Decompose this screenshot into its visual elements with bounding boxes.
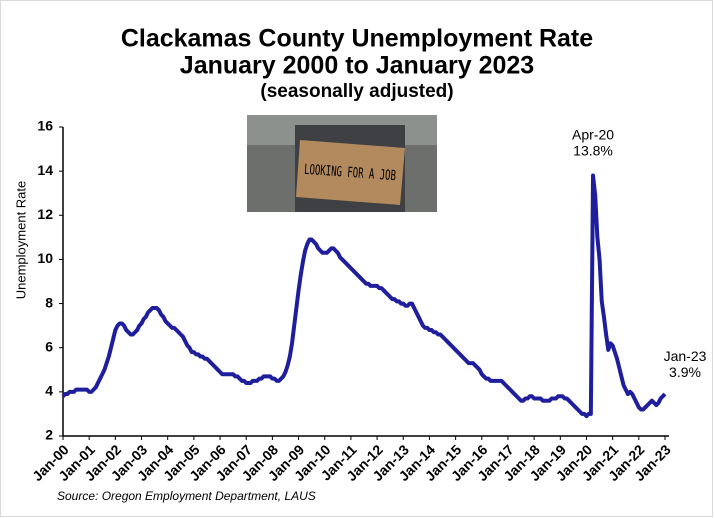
source-note: Source: Oregon Employment Department, LA… — [57, 489, 316, 503]
chart-subtitle-note: (seasonally adjusted) — [260, 81, 453, 102]
annotation: Apr-20 — [572, 126, 614, 142]
photo-sign — [296, 140, 405, 205]
line-series — [61, 173, 667, 419]
y-tick-label: 8 — [45, 294, 53, 310]
chart-subtitle: January 2000 to January 2023 — [180, 52, 534, 80]
y-tick-label: 16 — [37, 118, 53, 134]
y-axis-title: Unemployment Rate — [13, 181, 28, 300]
y-tick-label: 14 — [37, 162, 53, 178]
y-tick-label: 12 — [37, 206, 53, 222]
photo: LOOKING FOR A JOB — [247, 115, 437, 212]
y-tick-label: 10 — [37, 250, 53, 266]
photo-sign-text: LOOKING FOR A JOB — [304, 162, 397, 184]
value-label: 3.9% — [669, 364, 701, 380]
chart-title: Clackamas County Unemployment Rate — [121, 25, 593, 53]
annotation: Jan-23 — [664, 348, 707, 364]
y-tick-label: 6 — [45, 338, 53, 354]
value-label: 13.8% — [573, 142, 613, 158]
y-tick-label: 4 — [45, 383, 53, 399]
y-tick-label: 2 — [45, 427, 53, 443]
